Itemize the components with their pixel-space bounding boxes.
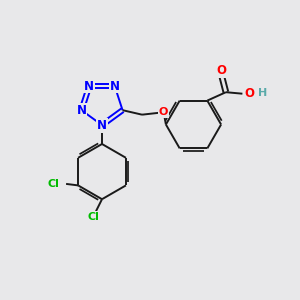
Text: Cl: Cl <box>87 212 99 222</box>
Text: O: O <box>216 64 226 77</box>
Text: N: N <box>97 118 107 132</box>
Text: O: O <box>244 87 254 100</box>
Text: N: N <box>84 80 94 92</box>
Text: H: H <box>258 88 267 98</box>
Text: N: N <box>110 80 120 92</box>
Text: Cl: Cl <box>47 179 59 189</box>
Text: O: O <box>159 107 168 117</box>
Text: N: N <box>76 104 86 117</box>
